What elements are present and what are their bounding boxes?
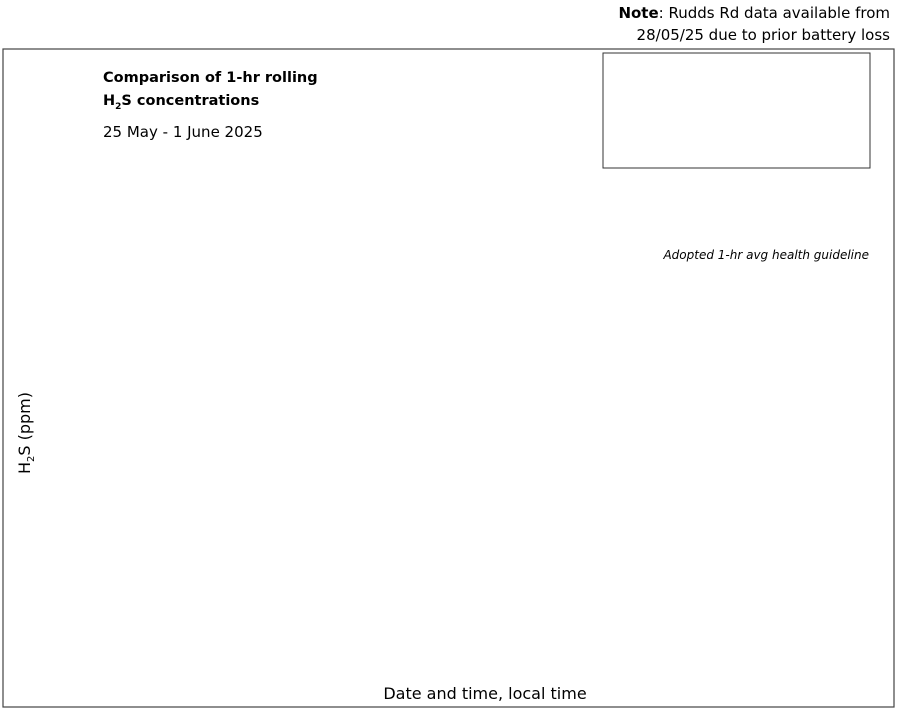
- chart-title-line2: H2S concentrations: [103, 93, 259, 112]
- note-label: Note: [618, 4, 659, 22]
- chart-title-line1: Comparison of 1-hr rolling: [103, 70, 318, 86]
- note: Note: Rudds Rd data available from 28/05…: [618, 2, 890, 46]
- legend: [602, 52, 871, 169]
- chart-subtitle: 25 May - 1 June 2025: [103, 123, 263, 141]
- x-axis-label: Date and time, local time: [383, 684, 586, 703]
- note-line2: 28/05/25 due to prior battery loss: [636, 26, 890, 44]
- note-line1: Note: Rudds Rd data available from: [618, 4, 890, 22]
- y-axis-label: H2S (ppm): [15, 392, 37, 474]
- guideline-label: Adopted 1-hr avg health guideline: [662, 248, 869, 262]
- legend-box: [602, 52, 871, 169]
